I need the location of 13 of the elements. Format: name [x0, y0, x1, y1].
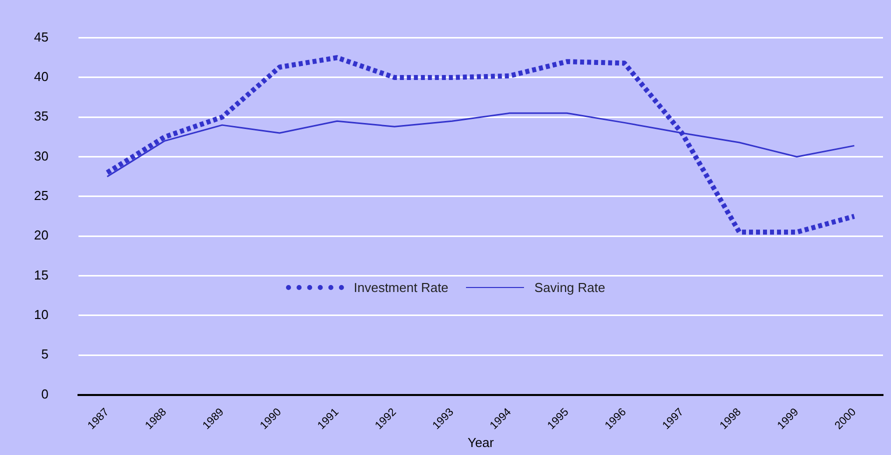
y-tick-label: 20 [34, 228, 48, 243]
legend-label: Saving Rate [534, 280, 606, 295]
legend-label: Investment Rate [354, 280, 448, 295]
y-tick-label: 40 [34, 69, 48, 84]
y-tick-label: 25 [34, 188, 48, 204]
y-tick-label: 30 [34, 148, 48, 164]
y-tick-label: 15 [34, 267, 48, 282]
y-tick-label: 35 [34, 108, 48, 124]
y-tick-label: 10 [34, 307, 48, 322]
x-axis-title: Year [468, 434, 495, 450]
y-tick-label: 45 [34, 29, 48, 44]
y-tick-label: 5 [41, 346, 48, 362]
y-tick-label: 0 [41, 386, 48, 402]
